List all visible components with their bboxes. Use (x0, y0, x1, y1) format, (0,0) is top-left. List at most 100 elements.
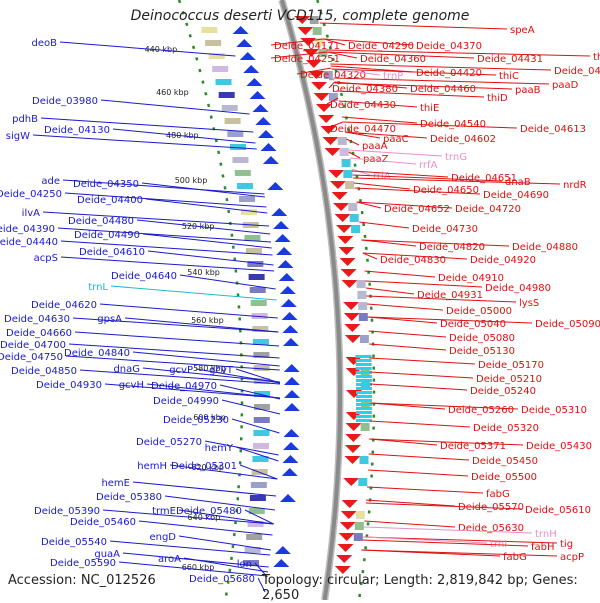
plus-strand-gene-arrow (331, 192, 348, 200)
gene-label: thiD (487, 93, 508, 104)
cog-category-block (358, 478, 368, 486)
label-connector-line (369, 357, 476, 365)
label-connector-line (343, 121, 518, 129)
gene-label: Deide_04750 (0, 352, 63, 363)
label-connector-line (365, 280, 483, 288)
label-connector-line (366, 499, 456, 507)
gene-label: Deide_05130 (449, 346, 515, 357)
label-connector-line (326, 121, 344, 129)
plus-strand-gene-arrow (318, 115, 335, 123)
gene-label: Deide_04730 (412, 224, 478, 235)
cog-category-block (239, 196, 256, 202)
gene-label: Deide_04660 (6, 328, 72, 339)
label-connector-line (109, 540, 271, 556)
plus-strand-gene-arrow (313, 93, 330, 101)
label-connector-line (68, 343, 280, 359)
label-connector-line (369, 402, 519, 410)
cog-category-block (323, 71, 333, 79)
minus-strand-gene-arrow (282, 338, 299, 346)
label-connector-line (42, 211, 270, 227)
cog-category-block (253, 365, 270, 371)
label-connector-line (257, 577, 266, 593)
gene-label: Deide_04980 (485, 283, 551, 294)
label-connector-line (366, 303, 444, 311)
label-connector-line (244, 509, 274, 525)
rna-operon-block (355, 371, 372, 374)
cog-category-block (244, 547, 261, 553)
label-connector-line (235, 446, 279, 462)
gene-label: Deide_05680 (189, 574, 255, 585)
gene-label: Deide_04652 (384, 204, 450, 215)
cog-category-block (251, 313, 268, 319)
gene-label: paaZ (363, 154, 389, 165)
gene-label: Deide_05270 (136, 437, 202, 448)
cog-category-block (245, 248, 262, 254)
cog-category-block (243, 560, 260, 566)
cog-category-block (221, 105, 238, 111)
plus-strand-gene-arrow (341, 500, 358, 508)
minus-strand-gene-arrow (255, 117, 272, 125)
gene-label: Deide_03980 (32, 96, 98, 107)
label-connector-line (270, 51, 328, 59)
label-connector-line (331, 68, 381, 76)
gene-label: Deide_04630 (4, 314, 70, 325)
minus-strand-gene-arrow (232, 26, 249, 34)
gene-label: trmE (152, 506, 176, 517)
cog-category-block (253, 404, 270, 410)
label-connector-line (365, 502, 523, 510)
gene-label: Deide_04910 (438, 273, 504, 284)
minus-strand-gene-arrow (274, 234, 291, 242)
cog-category-block (229, 144, 246, 150)
gene-label: Deide_05000 (446, 306, 512, 317)
cog-category-block (212, 66, 229, 72)
gene-label: paaD (552, 80, 579, 91)
gene-label: gcvT (209, 365, 234, 376)
gene-label: hemH (137, 461, 167, 472)
gene-label: gcvH (119, 380, 144, 391)
gene-label: sigW (6, 131, 30, 142)
label-connector-line (346, 138, 360, 146)
gene-label: thiG (593, 52, 600, 63)
cog-category-block (218, 92, 235, 98)
gene-label: Deide_05371 (440, 441, 506, 452)
gene-label: paaC (383, 134, 409, 145)
gene-label: trnG (445, 152, 467, 163)
cog-category-block (249, 495, 266, 501)
minus-strand-gene-arrow (283, 390, 300, 398)
scale-label: 620 kbp (191, 463, 224, 472)
plus-strand-gene-arrow (343, 478, 360, 486)
label-connector-line (59, 41, 236, 57)
minus-strand-gene-arrow (278, 273, 295, 281)
gene-label: Deide_05480 (176, 506, 242, 517)
gene-label: Deide_04290 (348, 41, 414, 52)
label-connector-line (354, 187, 481, 195)
gene-label: guaA (94, 549, 120, 560)
label-connector-line (326, 97, 339, 105)
label-connector-line (367, 469, 469, 477)
label-connector-line (361, 549, 558, 557)
rna-operon-block (355, 359, 372, 362)
plus-strand-gene-arrow (344, 456, 361, 464)
gene-label: Deide_04610 (79, 247, 145, 258)
rna-operon-block (355, 355, 372, 358)
label-connector-line (235, 368, 281, 384)
minus-strand-gene-arrow (283, 364, 300, 372)
gene-label: Deide_04480 (68, 216, 134, 227)
gene-label: acpP (560, 552, 584, 563)
minus-strand-gene-arrow (260, 143, 277, 151)
minus-strand-gene-arrow (273, 221, 290, 229)
label-connector-line (365, 287, 415, 295)
label-connector-line (369, 371, 474, 379)
minus-strand-gene-arrow (277, 260, 294, 268)
plus-strand-gene-arrow (294, 16, 311, 24)
gene-label: Deide_05500 (471, 472, 537, 483)
rna-operon-block (356, 395, 372, 398)
gene-label: Deide_04350 (73, 179, 139, 190)
gene-label: Deide_04830 (380, 255, 446, 266)
label-connector-line (195, 368, 281, 384)
cog-category-block (309, 16, 319, 24)
minus-strand-gene-arrow (262, 156, 279, 164)
gene-label: nrdR (563, 180, 587, 191)
minus-strand-gene-arrow (252, 104, 269, 112)
minus-strand-gene-arrow (279, 286, 296, 294)
